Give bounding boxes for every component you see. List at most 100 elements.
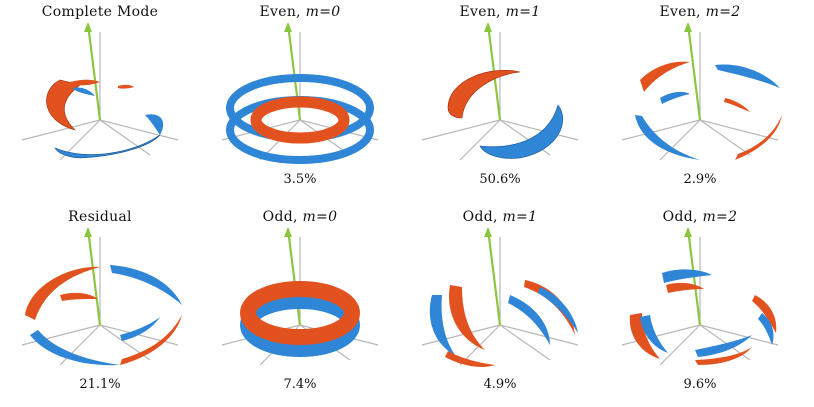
red-lobe: [60, 292, 98, 301]
isosurface-figure: [221, 22, 379, 164]
vector-arrowhead: [284, 227, 292, 237]
axis-line: [421, 119, 501, 141]
vector-arrowhead: [684, 22, 692, 32]
axis-line: [21, 119, 101, 141]
energy-percent: 2.9%: [683, 172, 717, 187]
red-lobe: [447, 70, 521, 119]
axis-line: [499, 324, 551, 361]
red-lobe: [640, 61, 690, 92]
panel-title: Complete Mode: [41, 4, 159, 20]
isosurface-figure: [621, 227, 779, 366]
vector-arrow: [286, 228, 302, 326]
vector-arrowhead: [84, 227, 92, 237]
panel-title: Odd, m=2: [662, 209, 738, 225]
axis-line: [699, 119, 779, 141]
vector-arrow: [486, 228, 502, 326]
blue-lobe: [662, 269, 712, 283]
energy-percent: 4.9%: [483, 377, 517, 392]
blue-lobe: [479, 104, 563, 159]
red-lobe: [25, 266, 100, 320]
red-lobe: [70, 79, 100, 86]
panel-odd-m1: Odd, m=1 4.9%: [400, 205, 600, 405]
axes: [421, 227, 579, 366]
red-lobe: [724, 98, 750, 112]
blue-lobe: [660, 91, 690, 104]
blue-lobe: [72, 87, 95, 96]
energy-percent: 7.4%: [283, 377, 317, 392]
axis-line: [659, 119, 701, 161]
isosurface-figure: [221, 227, 379, 366]
vector-arrowhead: [84, 22, 92, 32]
vector-arrowhead: [684, 227, 692, 237]
vector-arrow: [686, 23, 702, 121]
red-lobe: [120, 315, 182, 365]
panel-odd-m0: Odd, m=0 7.4%: [200, 205, 400, 405]
red-lobe: [629, 313, 660, 359]
blue-lobe: [635, 115, 700, 160]
axis-line: [99, 324, 179, 346]
isosurface-figure: [21, 227, 182, 366]
axis-line: [21, 324, 101, 346]
vector-arrowhead: [484, 227, 492, 237]
axis-line: [499, 324, 579, 346]
red-lobe: [46, 79, 81, 131]
panel-even-m1: Even, m=1 50.6%: [400, 0, 600, 200]
red-lobe: [666, 282, 704, 293]
axis-line: [659, 324, 701, 366]
blue-lobe: [30, 330, 120, 366]
red-lobe: [695, 347, 752, 365]
red-torus: [240, 281, 360, 345]
red-lobe: [118, 84, 134, 89]
blue-lobe: [54, 134, 161, 159]
energy-percent: 9.6%: [683, 377, 717, 392]
energy-percent: 3.5%: [283, 172, 317, 187]
blue-lobe: [758, 313, 774, 345]
panel-title: Even, m=1: [459, 4, 541, 20]
blue-lobe: [429, 295, 455, 355]
isosurface-figure: [421, 227, 579, 368]
energy-percent: 21.1%: [79, 377, 121, 392]
blue-lobe: [538, 287, 578, 333]
red-lobe: [735, 115, 782, 160]
red-lobe: [449, 285, 485, 350]
axis-line: [459, 119, 501, 161]
isosurface-figure: [621, 22, 782, 161]
red-lobe: [524, 280, 575, 335]
blue-lobe: [508, 295, 550, 345]
vector-arrowhead: [284, 22, 292, 32]
blue-lobe: [640, 315, 668, 353]
blue-lobe: [695, 335, 752, 357]
axis-line: [499, 119, 579, 141]
axis-line: [99, 119, 151, 156]
red-ring: [250, 96, 350, 144]
panel-title: Residual: [68, 209, 132, 225]
axes: [21, 22, 179, 161]
isosurface-figure: [21, 22, 179, 161]
panel-odd-m2: Odd, m=2 9.6%: [600, 205, 800, 405]
axes: [621, 22, 779, 161]
axis-line: [621, 119, 701, 141]
blue-lobe: [145, 114, 164, 135]
panel-title: Odd, m=0: [262, 209, 338, 225]
axis-line: [699, 119, 751, 156]
red-lobe: [752, 295, 777, 333]
red-lobe: [445, 351, 495, 368]
panel-title: Odd, m=1: [462, 209, 538, 225]
panel-title: Even, m=2: [659, 4, 741, 20]
axis-line: [699, 324, 779, 346]
panel-residual: Residual 21.1%: [0, 205, 200, 405]
blue-lobe: [715, 64, 780, 88]
energy-percent: 50.6%: [479, 172, 521, 187]
axis-line: [621, 324, 701, 346]
vector-arrow: [86, 23, 102, 121]
blue-lobe: [110, 265, 182, 305]
axis-line: [99, 119, 179, 141]
axis-line: [421, 324, 501, 346]
blue-lobe: [120, 317, 160, 341]
panel-title: Even, m=0: [259, 4, 341, 20]
vector-arrow: [86, 228, 102, 326]
vector-arrowhead: [484, 22, 492, 32]
panel-even-m0: Even, m=0 3.5%: [200, 0, 400, 200]
panel-complete-mode: Complete Mode: [0, 0, 200, 200]
panel-even-m2: Even, m=2 2.9%: [600, 0, 800, 200]
